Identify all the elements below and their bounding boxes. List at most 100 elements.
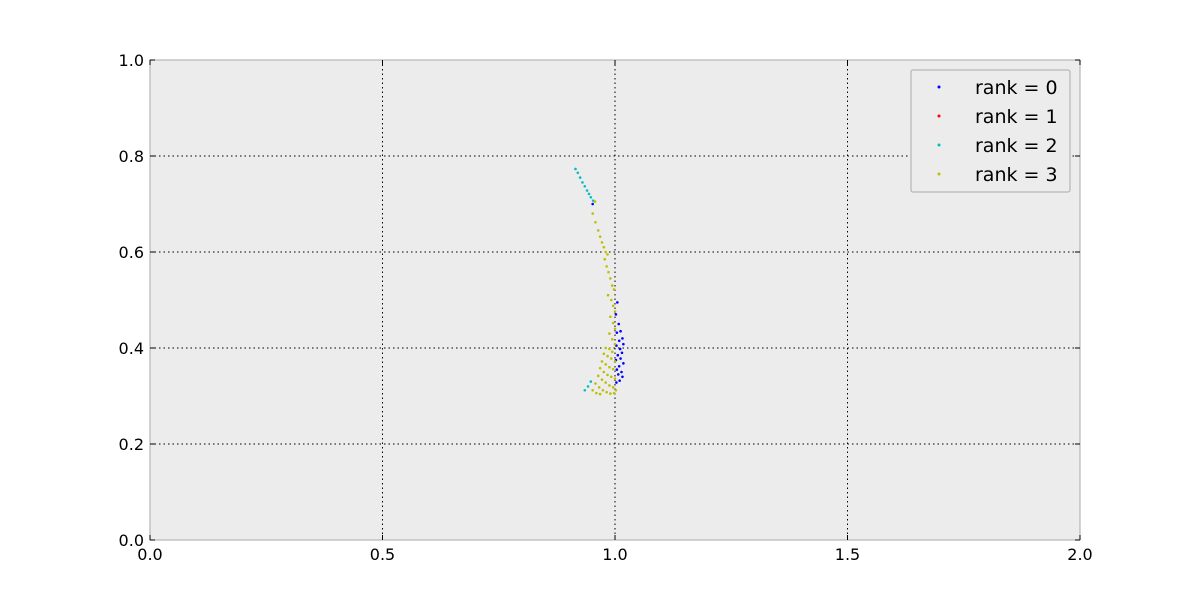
legend-marker xyxy=(937,143,941,147)
data-point xyxy=(603,257,607,261)
data-point xyxy=(604,346,607,350)
data-point xyxy=(589,380,593,383)
x-tick-label: 0.0 xyxy=(137,545,162,564)
data-point xyxy=(600,360,604,363)
data-point xyxy=(611,367,615,371)
data-point xyxy=(593,200,597,203)
data-point xyxy=(617,339,621,343)
data-point xyxy=(602,370,606,374)
data-point xyxy=(614,388,618,392)
data-point xyxy=(611,386,615,389)
data-point xyxy=(604,381,607,384)
data-point xyxy=(596,374,600,378)
y-tick-label: 0.6 xyxy=(119,243,144,262)
data-point xyxy=(618,347,622,351)
data-point xyxy=(609,277,612,280)
data-point xyxy=(615,331,619,334)
data-point xyxy=(621,375,624,379)
series-rank-2 xyxy=(574,167,595,392)
x-tick-label: 1.0 xyxy=(602,545,627,564)
data-point xyxy=(608,347,611,351)
data-point xyxy=(613,360,617,363)
data-point xyxy=(622,342,625,346)
data-point xyxy=(616,301,619,304)
data-point xyxy=(595,391,598,395)
data-point xyxy=(611,321,615,325)
data-point xyxy=(609,315,612,319)
data-point xyxy=(606,373,609,377)
legend-marker xyxy=(937,85,941,89)
data-point xyxy=(600,378,604,381)
data-point xyxy=(615,381,618,384)
data-point xyxy=(576,171,580,175)
data-point xyxy=(583,388,587,392)
data-point xyxy=(606,293,610,297)
data-point xyxy=(621,337,624,340)
data-point xyxy=(608,365,611,369)
x-tick-label: 0.5 xyxy=(370,545,395,564)
data-point xyxy=(609,392,612,395)
data-point xyxy=(618,379,621,382)
data-point xyxy=(598,366,602,370)
data-point xyxy=(589,195,593,199)
data-point xyxy=(609,357,613,360)
data-point xyxy=(619,357,622,360)
data-point xyxy=(574,167,577,171)
data-point xyxy=(596,229,600,232)
legend-box xyxy=(910,69,1071,193)
data-point xyxy=(598,392,602,396)
series-rank-3 xyxy=(591,200,618,396)
x-tick-label: 1.5 xyxy=(835,545,860,564)
data-point xyxy=(616,353,620,357)
data-point xyxy=(578,176,582,179)
data-point xyxy=(617,322,621,326)
data-point xyxy=(622,362,625,365)
data-point xyxy=(594,220,597,224)
x-tick-labels: 0.0 0.5 1.0 1.5 2.0 xyxy=(137,545,1092,564)
data-point xyxy=(597,386,601,389)
data-point xyxy=(591,202,594,206)
data-point xyxy=(606,253,609,256)
data-point xyxy=(610,338,614,341)
legend-marker xyxy=(937,172,941,176)
data-point xyxy=(602,352,606,356)
data-point xyxy=(585,189,589,192)
data-point xyxy=(607,270,610,274)
data-point xyxy=(614,313,618,316)
data-point xyxy=(612,391,616,395)
y-tick-label: 1.0 xyxy=(119,51,144,70)
data-point xyxy=(612,288,616,291)
data-point xyxy=(606,354,609,358)
data-point xyxy=(591,212,594,215)
data-point xyxy=(601,388,605,392)
data-point xyxy=(610,284,614,287)
y-tick-label: 0.8 xyxy=(119,147,144,166)
data-point xyxy=(604,363,607,366)
y-tick-label: 0.0 xyxy=(119,531,144,550)
data-point xyxy=(598,235,602,238)
data-point xyxy=(605,390,608,394)
y-tick-labels: 0.0 0.2 0.4 0.6 0.8 1.0 xyxy=(119,51,144,550)
data-point xyxy=(609,375,613,379)
data-point xyxy=(594,382,597,385)
data-point xyxy=(615,368,619,371)
data-point xyxy=(587,192,591,196)
data-point xyxy=(620,351,624,355)
data-point xyxy=(620,370,623,374)
data-point xyxy=(586,385,590,388)
legend-label: rank = 3 xyxy=(975,164,1058,186)
data-point xyxy=(581,181,584,184)
data-point xyxy=(613,342,617,346)
legend: rank = 0 rank = 1 rank = 2 rank = 3 xyxy=(910,69,1071,193)
x-tick-label: 2.0 xyxy=(1067,545,1092,564)
data-point xyxy=(619,329,622,333)
data-point xyxy=(608,332,611,335)
data-point xyxy=(591,388,594,392)
data-point xyxy=(605,265,608,268)
data-point xyxy=(611,304,615,308)
data-point xyxy=(583,184,587,188)
data-point xyxy=(616,373,620,376)
legend-label: rank = 0 xyxy=(975,77,1058,99)
data-point xyxy=(602,245,606,249)
